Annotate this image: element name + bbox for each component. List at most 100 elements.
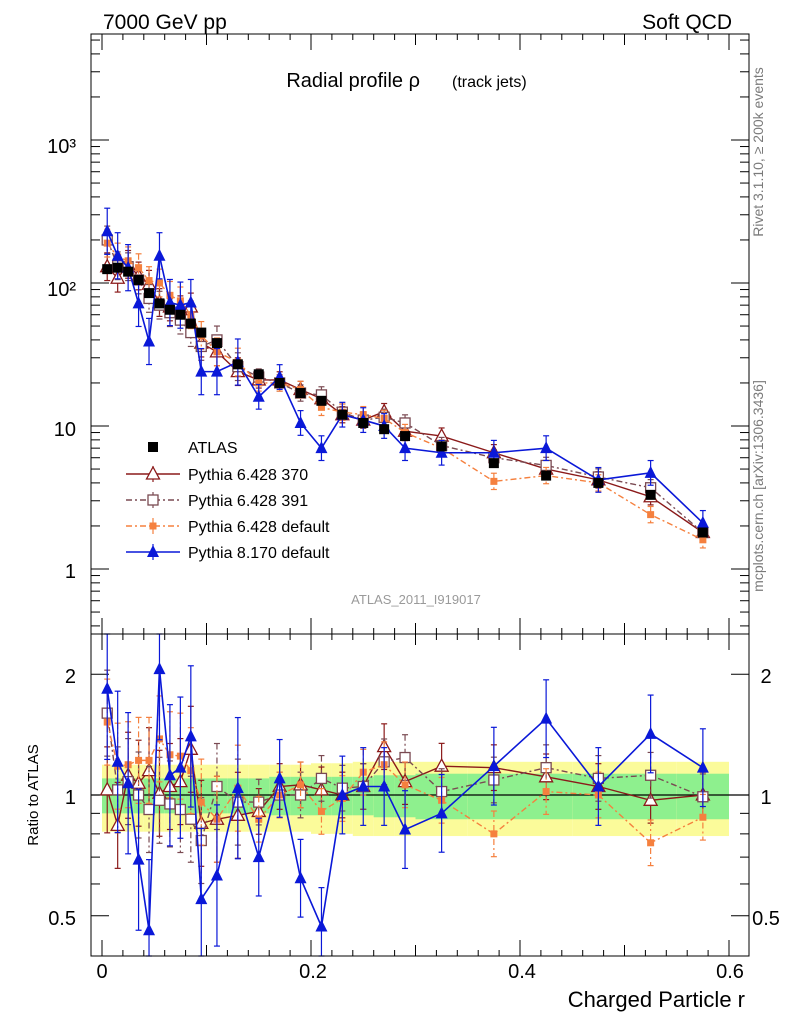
ytick-label-1: 1 xyxy=(65,561,76,583)
legend-marker-p8 xyxy=(147,545,159,557)
legend-label-pdef: Pythia 6.428 default xyxy=(188,519,330,536)
ratio-ytick-label-2: 2 xyxy=(65,666,76,688)
point-p8 xyxy=(210,364,223,377)
ratio-point-p8 xyxy=(252,850,265,863)
legend-label-p8: Pythia 8.170 default xyxy=(188,545,330,562)
point-atlas xyxy=(133,274,144,285)
point-p8 xyxy=(294,415,307,428)
ratio-line-p8 xyxy=(106,669,704,931)
point-p8 xyxy=(174,298,187,311)
plot-title: Radial profile ρ xyxy=(286,70,420,92)
ratio-point-p8 xyxy=(592,779,605,792)
ratio-ytick-label-1: 1 xyxy=(65,787,76,809)
legend-marker-atlas xyxy=(148,442,158,452)
ratio-point-pdef xyxy=(647,839,655,847)
main-plot-panel: 10³ 10² 10 1 xyxy=(47,33,750,635)
point-p8 xyxy=(540,441,553,454)
ratio-point-pdef xyxy=(490,830,498,838)
point-atlas xyxy=(185,318,196,329)
ratio-point-p8 xyxy=(163,768,176,781)
ytick-label-100: 10² xyxy=(47,279,76,301)
ratio-point-p8 xyxy=(357,779,370,792)
ratio-point-p391 xyxy=(143,803,155,816)
ratio-ylabel: Ratio to ATLAS xyxy=(25,744,42,845)
series-atlas xyxy=(102,262,708,538)
main-axis-ticks xyxy=(91,34,749,634)
point-p8 xyxy=(163,295,176,308)
xtick-label-0.2: 0.2 xyxy=(299,961,327,983)
point-atlas xyxy=(337,409,348,420)
point-pdef xyxy=(145,277,153,285)
ratio-point-p8 xyxy=(378,779,391,792)
point-atlas xyxy=(436,441,447,452)
point-atlas xyxy=(232,359,243,370)
ratio-line-pdef xyxy=(106,721,704,844)
point-pdef xyxy=(647,511,655,519)
ratio-ytick-label-05-right: 0.5 xyxy=(752,908,780,930)
point-p8 xyxy=(153,248,166,261)
ratio-point-pdef xyxy=(197,798,205,806)
point-atlas xyxy=(112,262,123,273)
ratio-frame xyxy=(90,633,750,957)
point-atlas xyxy=(295,388,306,399)
point-p8 xyxy=(644,465,657,478)
point-p8 xyxy=(132,296,145,309)
ratio-point-p8 xyxy=(273,771,286,784)
point-atlas xyxy=(211,338,222,349)
point-atlas xyxy=(379,424,390,435)
ratio-axis-ticks xyxy=(91,634,749,956)
point-p8 xyxy=(487,445,500,458)
mcplots-reference-label: mcplots.cern.ch [arXiv:1306.3436] xyxy=(750,380,766,592)
legend-label-p370: Pythia 6.428 370 xyxy=(188,467,308,484)
point-atlas xyxy=(164,304,175,315)
analysis-watermark: ATLAS_2011_I919017 xyxy=(351,592,481,607)
point-p8 xyxy=(101,224,114,237)
ytick-label-1000: 10³ xyxy=(47,136,76,158)
ratio-point-p391 xyxy=(185,813,197,825)
ratio-point-p8 xyxy=(315,919,328,932)
ratio-point-p8 xyxy=(143,923,156,936)
ratio-point-p8 xyxy=(231,781,244,794)
rivet-version-label: Rivet 3.1.10, ≥ 200k events xyxy=(750,67,766,237)
ratio-point-p8 xyxy=(696,760,709,773)
ratio-point-p391 xyxy=(153,794,166,806)
point-atlas xyxy=(488,458,499,469)
energy-label: 7000 GeV pp xyxy=(103,11,227,34)
series-line-p8 xyxy=(106,230,704,524)
point-atlas xyxy=(358,417,369,428)
ratio-point-p8 xyxy=(540,711,553,724)
ratio-point-p8 xyxy=(487,759,500,772)
legend-label-p391: Pythia 6.428 391 xyxy=(188,493,308,510)
ratio-point-pdef xyxy=(542,788,550,796)
point-p8 xyxy=(435,445,448,458)
legend-marker-pdef xyxy=(149,522,157,530)
point-p8 xyxy=(696,515,709,528)
ratio-point-p8 xyxy=(101,681,114,694)
point-pdef xyxy=(155,279,163,287)
ratio-point-p8 xyxy=(132,852,145,865)
ratio-point-p391 xyxy=(315,772,328,785)
point-atlas xyxy=(144,288,155,299)
series-line-p391 xyxy=(106,239,704,534)
ratio-point-p8 xyxy=(644,726,657,739)
point-pdef xyxy=(317,403,325,411)
point-pdef xyxy=(699,536,707,544)
main-series-layer xyxy=(99,207,711,549)
ratio-point-p370 xyxy=(99,781,115,796)
point-p8 xyxy=(195,364,208,377)
point-atlas xyxy=(400,431,411,442)
ratio-point-p8 xyxy=(336,788,349,800)
point-atlas xyxy=(102,264,113,275)
ratio-point-p8 xyxy=(399,822,412,835)
ratio-ytick-label-05: 0.5 xyxy=(48,908,76,930)
ratio-point-p8 xyxy=(210,868,223,881)
point-pdef xyxy=(255,379,263,387)
point-p8 xyxy=(315,441,328,454)
category-label: Soft QCD xyxy=(642,11,732,34)
plot-subtitle: (track jets) xyxy=(452,74,527,91)
point-p8 xyxy=(252,389,265,402)
point-atlas xyxy=(593,477,604,488)
legend-label-atlas: ATLAS xyxy=(188,440,238,457)
legend-marker-p391 xyxy=(147,494,159,506)
